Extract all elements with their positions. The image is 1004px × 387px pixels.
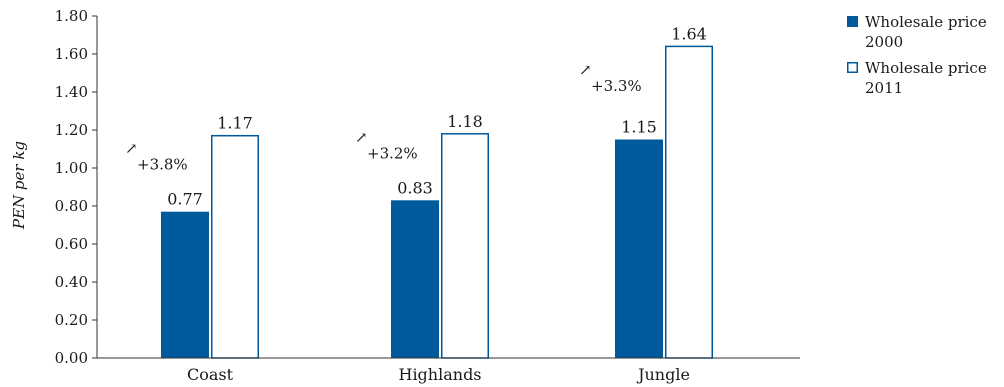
data-label: 0.83 bbox=[397, 178, 433, 197]
y-tick-label: 0.60 bbox=[55, 235, 88, 253]
y-tick-label: 0.80 bbox=[55, 197, 88, 215]
y-tick-label: 0.00 bbox=[55, 349, 88, 367]
bar-2011 bbox=[665, 45, 713, 359]
data-labels: 0.77 0.83 1.15 1.17 1.18 1.64 bbox=[167, 24, 707, 208]
growth-annotations: ↗+3.8%↗+3.2%↗+3.3% bbox=[125, 61, 642, 174]
legend-label-line1: Wholesale price bbox=[865, 59, 987, 77]
legend-label-line2: 2011 bbox=[865, 79, 903, 97]
y-tick-label: 1.80 bbox=[55, 7, 88, 25]
bar-2000 bbox=[391, 200, 439, 358]
y-axis-title: PEN per kg bbox=[10, 141, 28, 230]
growth-percent-label: +3.8% bbox=[137, 156, 188, 174]
bar-2000 bbox=[615, 139, 663, 358]
data-label: 0.77 bbox=[167, 190, 203, 209]
growth-percent-label: +3.2% bbox=[367, 144, 418, 162]
bars bbox=[161, 45, 713, 359]
bar-2011 bbox=[211, 134, 259, 359]
x-category-label: Coast bbox=[187, 365, 234, 384]
legend: Wholesale price 2000 Wholesale price 2011 bbox=[847, 13, 987, 97]
legend-label-line2: 2000 bbox=[865, 33, 903, 51]
y-tick-label: 1.40 bbox=[55, 83, 88, 101]
growth-arrow-icon: ↗ bbox=[355, 128, 368, 146]
growth-arrow-icon: ↗ bbox=[125, 140, 138, 158]
y-axis: 0.00 0.20 0.40 0.60 0.80 1.00 1.20 1.40 1.60 1.80 bbox=[55, 7, 98, 367]
x-category-label: Highlands bbox=[398, 365, 481, 384]
y-tick-label: 1.00 bbox=[55, 159, 88, 177]
data-label: 1.64 bbox=[671, 24, 707, 43]
y-tick-label: 0.20 bbox=[55, 311, 88, 329]
legend-marker-filled bbox=[847, 16, 858, 27]
data-label: 1.15 bbox=[621, 118, 657, 137]
bar-2011 bbox=[441, 133, 489, 359]
x-category-label: Jungle bbox=[636, 365, 690, 384]
y-tick-label: 0.40 bbox=[55, 273, 88, 291]
y-tick-label: 1.60 bbox=[55, 45, 88, 63]
bar-2000 bbox=[161, 211, 209, 358]
growth-percent-label: +3.3% bbox=[591, 77, 642, 95]
y-tick-label: 1.20 bbox=[55, 121, 88, 139]
data-label: 1.18 bbox=[447, 112, 483, 131]
growth-arrow-icon: ↗ bbox=[579, 61, 592, 79]
legend-label-line1: Wholesale price bbox=[865, 13, 987, 31]
data-label: 1.17 bbox=[217, 114, 253, 133]
legend-marker-outline bbox=[847, 62, 858, 73]
x-axis: Coast Highlands Jungle bbox=[97, 357, 800, 384]
